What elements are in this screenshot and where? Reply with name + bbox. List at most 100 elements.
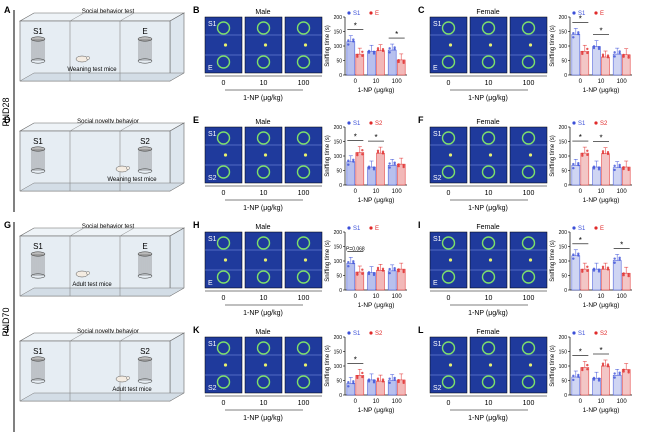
data-point — [361, 272, 364, 275]
pnd-label: PND28 — [1, 97, 11, 126]
y-tick-label: 50 — [336, 59, 342, 65]
y-tick-label: 100 — [334, 364, 343, 370]
data-point — [367, 272, 371, 276]
data-point — [376, 149, 380, 152]
data-point — [372, 381, 376, 384]
heatmap-spot — [303, 258, 308, 262]
heatmap-title: Male — [255, 9, 270, 16]
heatmap-spot — [263, 363, 268, 367]
x-tick-label: 10 — [373, 79, 380, 85]
bar — [376, 270, 385, 291]
dose-label: 100 — [523, 80, 535, 87]
chart-xlabel: 1-NP (μg/kg) — [358, 87, 395, 94]
data-point — [367, 167, 371, 170]
legend-label: S2 — [600, 331, 608, 337]
data-point — [581, 368, 584, 372]
heatmap-lane-label: E — [208, 280, 213, 287]
chamber-floor — [19, 72, 185, 82]
data-point — [347, 385, 350, 388]
data-point — [372, 273, 376, 277]
bar — [376, 152, 385, 186]
data-point — [572, 36, 575, 39]
legend-marker — [594, 331, 598, 335]
chart-xlabel: 1-NP (μg/kg) — [583, 407, 620, 414]
chamber-divider — [119, 227, 135, 237]
heatmap-hotspot — [216, 21, 231, 35]
data-point — [381, 269, 385, 272]
heatmap-lane-label: S1 — [208, 131, 217, 138]
y-tick-label: 200 — [559, 230, 568, 236]
data-point — [601, 267, 605, 270]
figure-row: J Social novelty behavior S1 S2 Adult test m… — [4, 325, 632, 422]
heatmap-spot — [223, 153, 228, 157]
x-tick-label: 100 — [392, 399, 403, 405]
data-point — [581, 52, 584, 56]
heatmap-lane-label: S1 — [208, 21, 217, 28]
heatmap-lane-label: E — [433, 65, 438, 72]
heatmap-spot — [488, 43, 493, 47]
data-point — [402, 269, 405, 272]
mouse-body — [75, 270, 89, 278]
heatmap-tile — [429, 336, 468, 394]
heatmap-hotspot — [481, 341, 496, 355]
heatmap-spot — [263, 153, 268, 157]
x-tick-label: 100 — [392, 294, 403, 300]
x-tick-label: 10 — [373, 399, 380, 405]
x-tick-label: 0 — [354, 294, 358, 300]
heatmap-hotspot — [296, 131, 311, 145]
x-tick-label: 10 — [598, 79, 605, 85]
heatmap-title: Female — [476, 9, 499, 16]
data-point — [347, 381, 350, 384]
y-tick-label: 150 — [559, 245, 568, 251]
data-point — [601, 364, 605, 367]
heatmap-spot — [448, 363, 453, 367]
data-point — [376, 47, 380, 50]
chamber-divider — [119, 332, 135, 342]
heatmap-hotspot — [296, 341, 311, 355]
data-point — [361, 371, 364, 375]
data-point — [581, 367, 584, 370]
data-point — [356, 55, 359, 58]
bar — [592, 46, 601, 76]
chart-xlabel: 1-NP (μg/kg) — [583, 87, 620, 94]
data-point — [577, 254, 580, 257]
y-tick-label: 50 — [561, 379, 567, 385]
data-point — [393, 378, 396, 381]
heatmap-hotspot — [441, 55, 456, 69]
data-point — [397, 164, 400, 168]
data-point — [613, 168, 616, 172]
heatmap-hotspot — [296, 21, 311, 35]
chamber-top-face — [18, 332, 186, 342]
heatmap-hotspot — [296, 165, 311, 179]
y-tick-label: 100 — [334, 154, 343, 160]
heatmap-hotspot — [216, 131, 231, 145]
data-point — [356, 273, 359, 276]
cage-base — [30, 58, 46, 64]
heatmap-hotspot — [521, 165, 536, 179]
data-point — [393, 46, 396, 49]
data-point — [388, 271, 391, 275]
panel-letter: I — [418, 220, 421, 230]
x-tick-label: 0 — [354, 399, 358, 405]
data-point — [586, 269, 589, 273]
panel-letter: H — [193, 220, 200, 230]
heatmap-spot — [488, 153, 493, 157]
data-point — [592, 269, 596, 272]
heatmap-lane-label: E — [208, 65, 213, 72]
heatmap-hotspot — [216, 375, 231, 389]
heatmap-tile — [204, 336, 243, 394]
heatmap-spot — [303, 43, 308, 47]
x-tick-label: 0 — [579, 294, 583, 300]
x-tick-label: 100 — [392, 189, 403, 195]
data-point — [627, 56, 630, 59]
heatmap-hotspot — [256, 21, 271, 35]
significance-label: * — [599, 346, 602, 355]
legend-marker — [347, 121, 351, 125]
heatmap-hotspot — [521, 131, 536, 145]
data-point — [606, 54, 610, 57]
data-point — [627, 166, 630, 170]
cage-label: S1 — [33, 137, 43, 146]
heatmap-lane-label: S2 — [433, 385, 442, 392]
data-point — [606, 365, 610, 368]
legend-marker — [347, 226, 351, 230]
